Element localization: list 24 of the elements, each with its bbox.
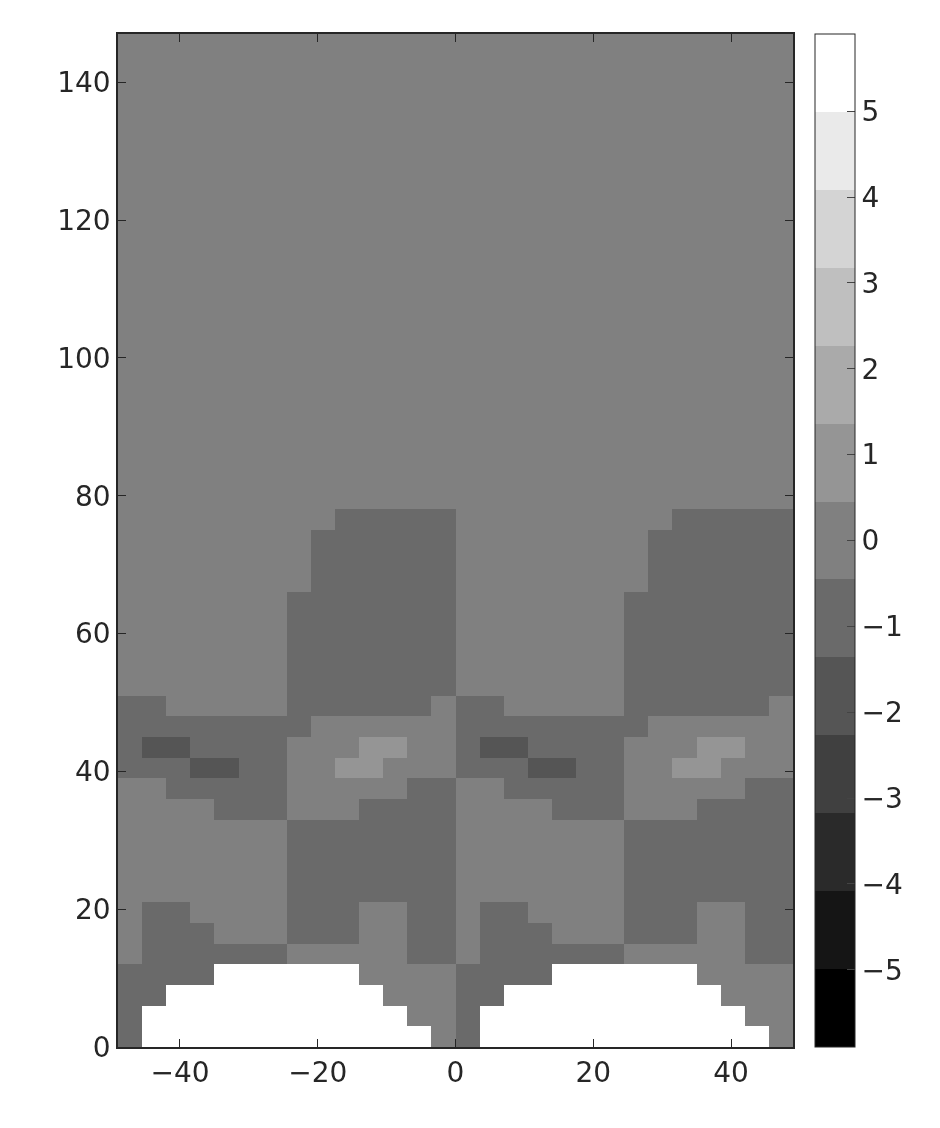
color-bar-label: 5 xyxy=(861,95,880,129)
color-bar-label: 3 xyxy=(861,266,880,300)
color-bar-label: −1 xyxy=(861,610,903,644)
x-tick-label: −40 xyxy=(150,1056,210,1090)
color-bar-label: 4 xyxy=(861,180,880,214)
y-tick-label: 100 xyxy=(57,341,111,375)
color-bar-label: −4 xyxy=(861,867,903,901)
y-tick-label: 60 xyxy=(75,617,111,651)
y-tick-label: 0 xyxy=(92,1030,111,1064)
x-tick-label: 40 xyxy=(713,1056,749,1090)
color-bar-label: −3 xyxy=(861,781,903,815)
color-bar-label: −2 xyxy=(861,695,903,729)
color-bar-label: 1 xyxy=(861,438,880,472)
y-tick-label: 120 xyxy=(57,203,111,237)
y-tick-label: 40 xyxy=(75,755,111,789)
x-tick-label: 0 xyxy=(446,1056,465,1090)
color-bar-label: 0 xyxy=(861,524,880,558)
y-tick-label: 80 xyxy=(75,479,111,513)
x-tick-label: 20 xyxy=(575,1056,612,1090)
y-tick-label: 20 xyxy=(75,892,111,926)
y-tick-label: 140 xyxy=(57,66,111,100)
color-bar-label: 2 xyxy=(861,352,880,386)
x-tick-label: −20 xyxy=(288,1056,348,1090)
color-bar-label: −5 xyxy=(861,953,903,987)
